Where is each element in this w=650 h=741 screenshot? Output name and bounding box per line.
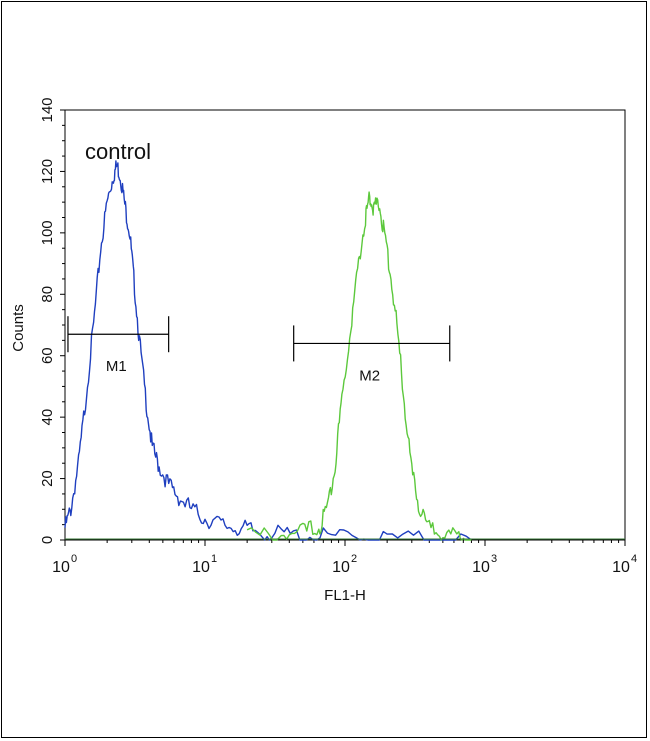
y-axis-title: Counts xyxy=(10,304,27,352)
plot-border xyxy=(64,109,626,541)
x-tick-exponent: 2 xyxy=(351,553,357,565)
y-tick-label: 140 xyxy=(39,97,56,122)
control-annotation: control xyxy=(85,139,151,164)
y-tick-label: 100 xyxy=(39,220,56,245)
x-tick-exponent: 4 xyxy=(631,553,637,565)
y-tick-label: 120 xyxy=(39,159,56,184)
marker-label: M2 xyxy=(359,367,380,384)
y-tick-label: 40 xyxy=(39,409,56,426)
x-tick-label: 10 xyxy=(192,559,210,576)
x-tick-exponent: 3 xyxy=(491,553,497,565)
x-tick-label: 10 xyxy=(332,559,350,576)
x-tick-exponent: 0 xyxy=(71,553,77,565)
marker-label: M1 xyxy=(106,358,127,375)
y-tick-label: 20 xyxy=(39,470,56,487)
y-tick-label: 0 xyxy=(39,536,56,544)
series-line-2 xyxy=(246,191,472,541)
x-tick-exponent: 1 xyxy=(211,553,217,565)
x-tick-label: 10 xyxy=(472,559,490,576)
x-axis-title: FL1-H xyxy=(324,587,366,604)
x-tick-label: 10 xyxy=(52,559,70,576)
x-tick-label: 10 xyxy=(612,559,630,576)
y-tick-label: 60 xyxy=(39,347,56,364)
y-tick-label: 80 xyxy=(39,286,56,303)
series-line-1 xyxy=(64,160,472,541)
